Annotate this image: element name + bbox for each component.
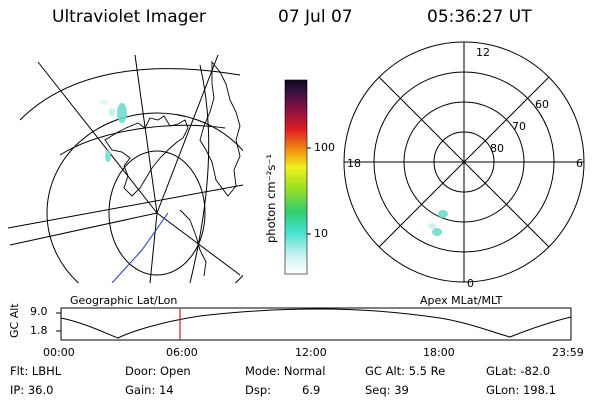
colorbar-fill bbox=[284, 79, 308, 275]
info-glat: GLat: -82.0 bbox=[486, 364, 551, 378]
colorbar bbox=[284, 79, 311, 275]
orbit-xtick-0000: 00:00 bbox=[43, 346, 75, 359]
time-label: 05:36:27 UT bbox=[427, 7, 532, 27]
info-dsp-value: 6.9 bbox=[302, 383, 321, 397]
colorbar-tick-10: 10 bbox=[314, 227, 328, 240]
orbit-ytick-1.8: 1.8 bbox=[30, 324, 48, 337]
meridian bbox=[37, 61, 158, 214]
info-dsp-label: Dsp: bbox=[245, 383, 272, 397]
polar-label-12: 12 bbox=[476, 46, 490, 59]
orbit-left-title: Geographic Lat/Lon bbox=[70, 294, 178, 307]
polar-lat-70: 70 bbox=[512, 120, 526, 133]
orbit-altitude-curve bbox=[60, 308, 572, 339]
aurora-patches bbox=[100, 99, 127, 162]
lat-circle-inner bbox=[108, 150, 206, 276]
polar-label-0: 0 bbox=[467, 277, 474, 290]
info-mode: Mode: Normal bbox=[245, 364, 326, 378]
info-gain: Gain: 14 bbox=[125, 383, 174, 397]
info-ip: IP: 36.0 bbox=[10, 383, 54, 397]
orbit-right-title: Apex MLat/MLT bbox=[420, 294, 503, 307]
coastline bbox=[179, 209, 207, 277]
lat-arc-high bbox=[19, 68, 241, 121]
meridian bbox=[149, 212, 158, 283]
equator-line bbox=[7, 184, 243, 229]
lat-arc-mid bbox=[59, 124, 226, 156]
polar-diagonal bbox=[378, 76, 550, 248]
orbit-xtick-1200: 12:00 bbox=[295, 346, 327, 359]
info-door: Door: Open bbox=[125, 364, 191, 378]
polar-label-6: 6 bbox=[576, 157, 583, 170]
meridian bbox=[134, 54, 158, 214]
lat-circle-outer bbox=[46, 112, 243, 283]
date-label: 07 Jul 07 bbox=[278, 7, 353, 27]
meridian bbox=[156, 54, 219, 214]
polar-lat-80: 80 bbox=[490, 142, 504, 155]
polar-lat-60: 60 bbox=[535, 98, 549, 111]
orbit-xtick-2359: 23:59 bbox=[552, 346, 584, 359]
info-flt: Flt: LBHL bbox=[10, 364, 62, 378]
colorbar-tick-100: 100 bbox=[314, 141, 335, 154]
coastline bbox=[104, 115, 189, 197]
info-seq: Seq: 39 bbox=[365, 383, 409, 397]
info-glon: GLon: 198.1 bbox=[486, 383, 556, 397]
polar-aurora-patches bbox=[428, 210, 448, 236]
orbit-xtick-1800: 18:00 bbox=[423, 346, 455, 359]
meridian-curve bbox=[189, 64, 210, 283]
orbit-xtick-0600: 06:00 bbox=[166, 346, 198, 359]
coastline bbox=[199, 60, 241, 197]
instrument-title: Ultraviolet Imager bbox=[52, 7, 206, 27]
orbit-plot-frame bbox=[60, 307, 572, 341]
orbit-ytick-9: 9.0 bbox=[30, 305, 48, 318]
info-gc-alt: GC Alt: 5.5 Re bbox=[365, 364, 446, 378]
satellite-track bbox=[111, 212, 169, 283]
polar-label-18: 18 bbox=[347, 157, 361, 170]
meridian bbox=[9, 212, 158, 246]
